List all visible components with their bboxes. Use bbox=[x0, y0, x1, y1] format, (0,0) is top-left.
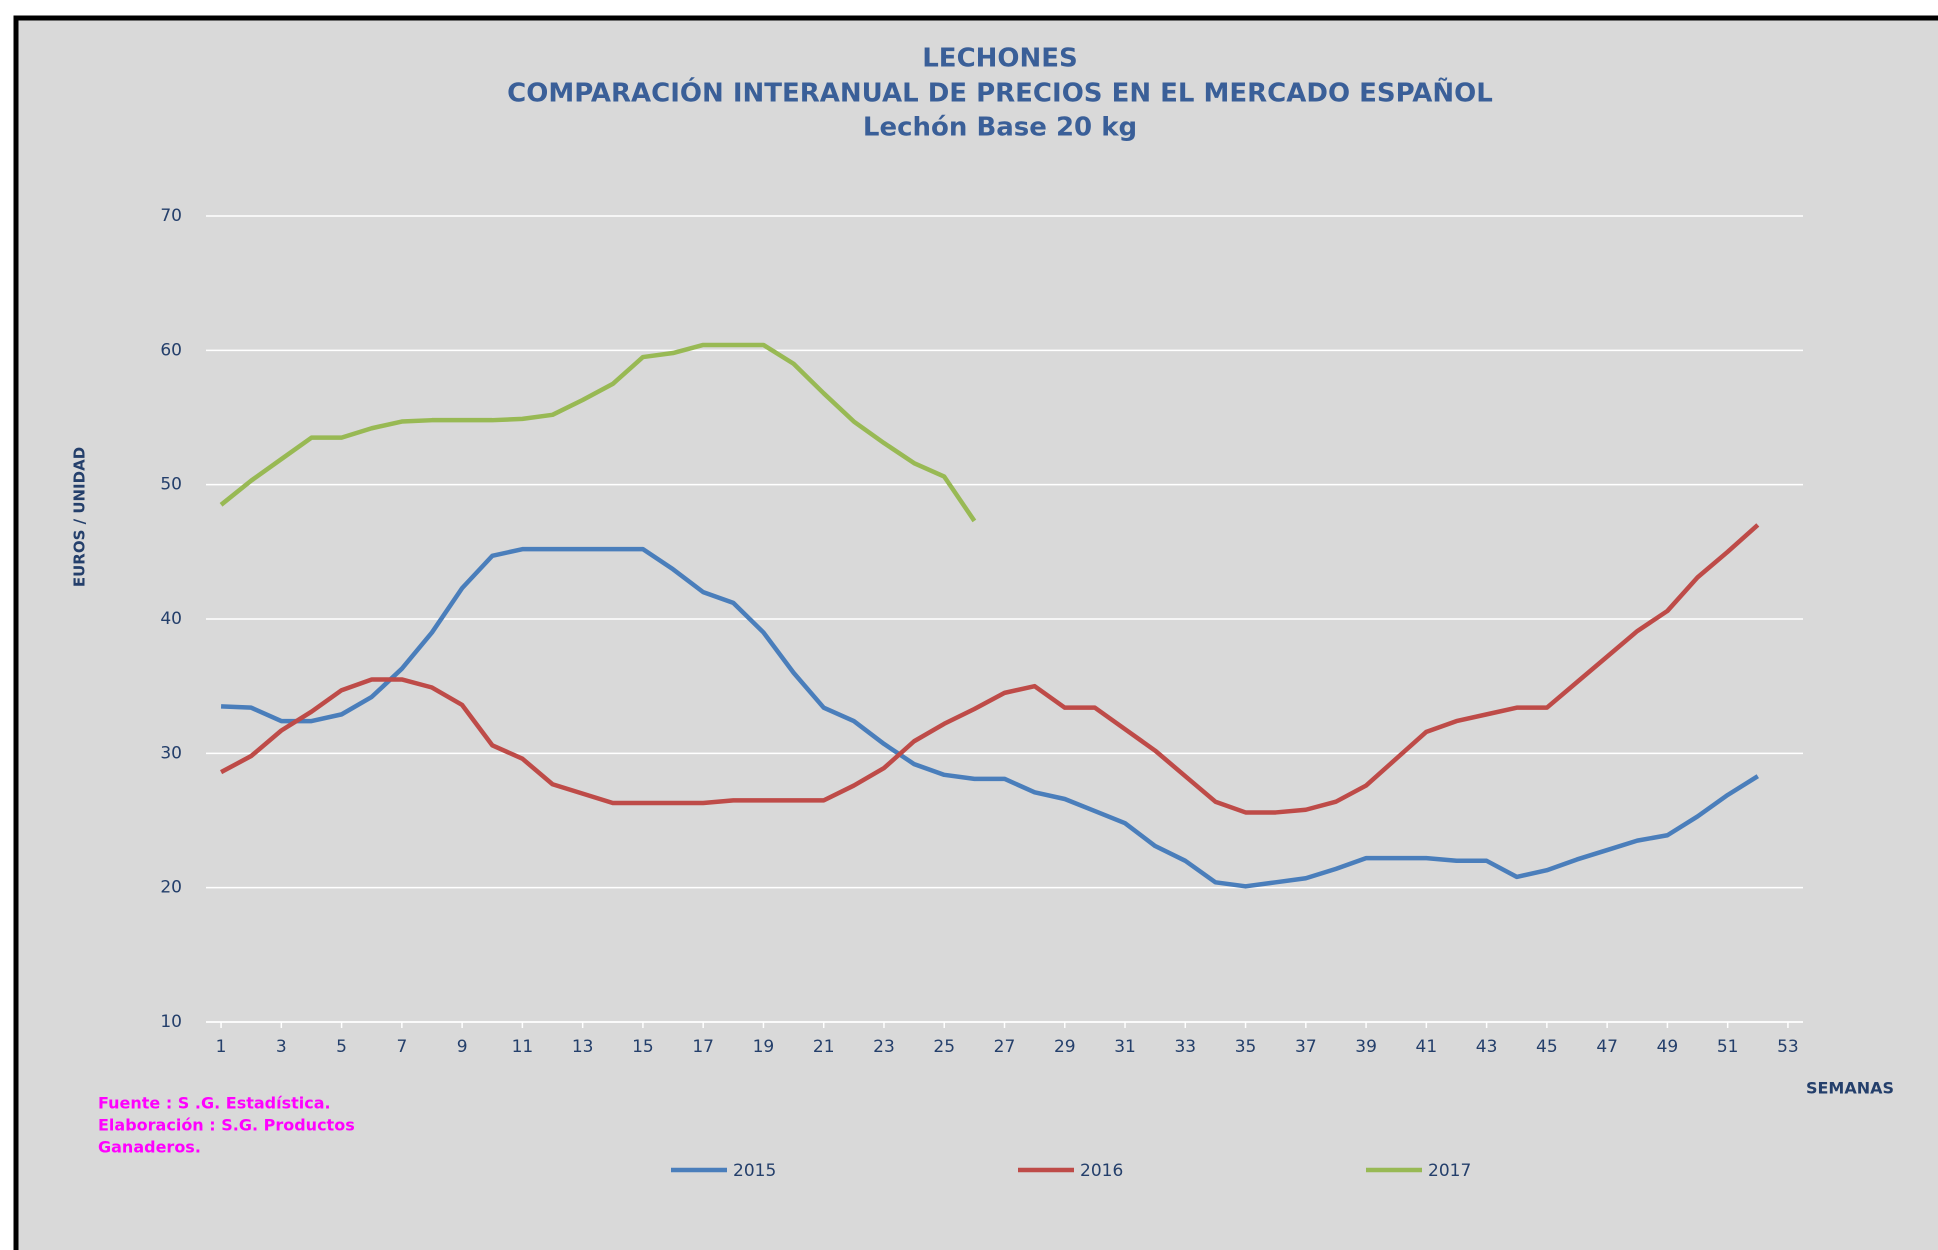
chart-frame bbox=[13, 15, 1938, 1250]
y-tick-label: 40 bbox=[160, 609, 182, 629]
y-tick-label: 70 bbox=[160, 206, 182, 226]
x-tick-label: 19 bbox=[753, 1037, 775, 1057]
x-axis-label: SEMANAS bbox=[1806, 1079, 1894, 1098]
x-tick-label: 37 bbox=[1295, 1037, 1317, 1057]
legend-label: 2016 bbox=[1080, 1161, 1123, 1181]
source-note: Elaboración : S.G. Productos bbox=[98, 1116, 355, 1135]
chart-title: COMPARACIÓN INTERANUAL DE PRECIOS EN EL … bbox=[507, 77, 1493, 109]
legend-label: 2015 bbox=[733, 1161, 776, 1181]
legend-label: 2017 bbox=[1428, 1161, 1471, 1181]
y-axis-label: EUROS / UNIDAD bbox=[71, 447, 89, 587]
x-tick-label: 51 bbox=[1717, 1037, 1739, 1057]
x-tick-label: 39 bbox=[1355, 1037, 1377, 1057]
y-tick-label: 50 bbox=[160, 475, 182, 495]
x-tick-label: 9 bbox=[457, 1037, 468, 1057]
x-tick-label: 43 bbox=[1476, 1037, 1498, 1057]
source-note: Fuente : S .G. Estadística. bbox=[98, 1094, 331, 1113]
x-tick-label: 1 bbox=[216, 1037, 227, 1057]
x-tick-label: 27 bbox=[994, 1037, 1016, 1057]
x-tick-label: 5 bbox=[336, 1037, 347, 1057]
chart-subtitle: Lechón Base 20 kg bbox=[863, 113, 1137, 143]
x-tick-label: 25 bbox=[933, 1037, 955, 1057]
y-tick-label: 20 bbox=[160, 878, 182, 898]
y-tick-label: 30 bbox=[160, 743, 182, 763]
x-tick-label: 21 bbox=[813, 1037, 835, 1057]
x-tick-label: 3 bbox=[276, 1037, 287, 1057]
x-tick-label: 31 bbox=[1114, 1037, 1136, 1057]
x-tick-label: 41 bbox=[1416, 1037, 1438, 1057]
x-tick-label: 15 bbox=[632, 1037, 654, 1057]
y-tick-label: 60 bbox=[160, 340, 182, 360]
series-line bbox=[220, 546, 1759, 889]
x-tick-label: 17 bbox=[692, 1037, 714, 1057]
x-tick-label: 13 bbox=[572, 1037, 594, 1057]
x-tick-label: 23 bbox=[873, 1037, 895, 1057]
x-tick-label: 7 bbox=[396, 1037, 407, 1057]
x-tick-label: 49 bbox=[1657, 1037, 1679, 1057]
x-tick-label: 29 bbox=[1054, 1037, 1076, 1057]
x-tick-label: 35 bbox=[1235, 1037, 1257, 1057]
series-line bbox=[220, 523, 1760, 815]
x-tick-label: 47 bbox=[1596, 1037, 1618, 1057]
source-note: Ganaderos. bbox=[98, 1138, 201, 1157]
x-tick-label: 45 bbox=[1536, 1037, 1558, 1057]
x-tick-label: 33 bbox=[1174, 1037, 1196, 1057]
series-line bbox=[219, 342, 977, 523]
chart-title: LECHONES bbox=[922, 44, 1078, 74]
y-tick-label: 10 bbox=[160, 1012, 182, 1032]
x-tick-label: 11 bbox=[512, 1037, 534, 1057]
x-tick-label: 53 bbox=[1777, 1037, 1799, 1057]
